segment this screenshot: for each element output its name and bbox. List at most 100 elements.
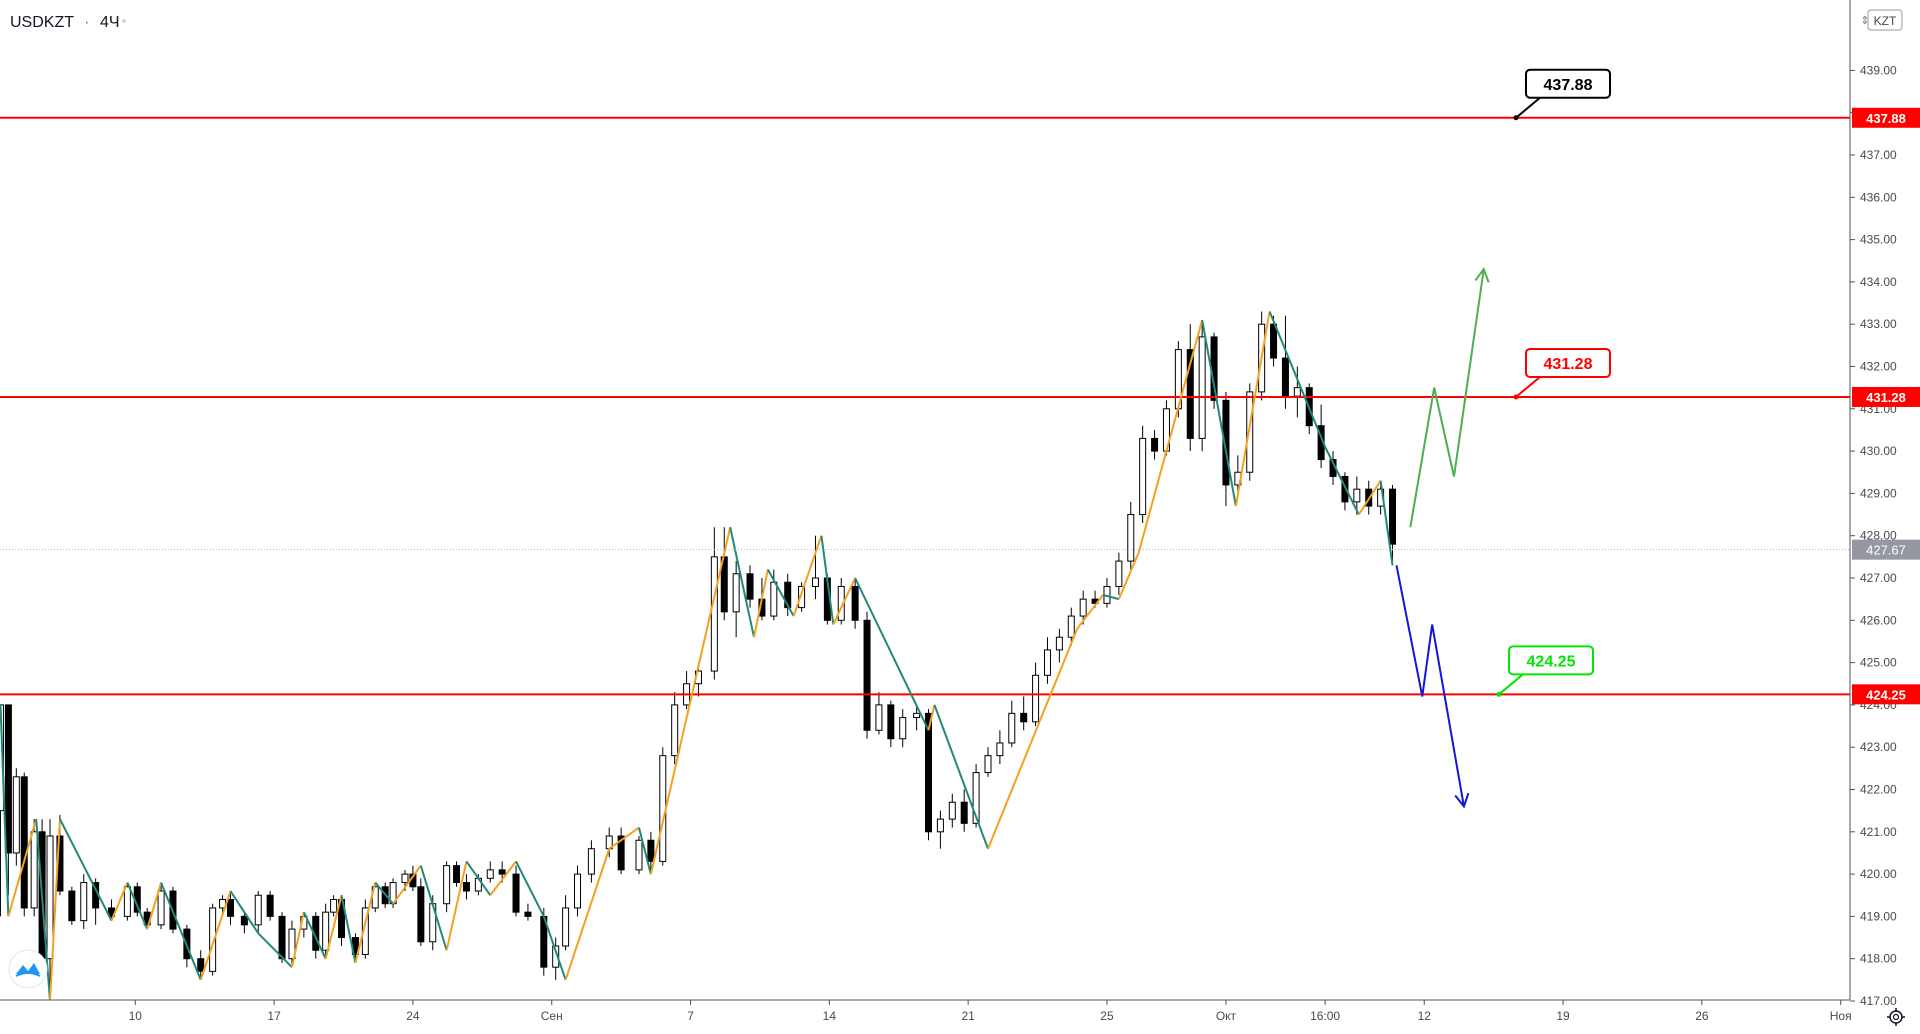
time-tick: 12 [1418,1000,1431,1023]
candle-body [1186,349,1194,439]
zigzag-segment [1268,311,1327,448]
time-tick-label: 24 [406,1009,420,1023]
level-callout: 424.25 [1496,645,1594,697]
projection-path [1395,565,1465,807]
projection-path [1409,269,1485,528]
time-tick-label: 17 [267,1009,281,1023]
candle-body [401,873,409,884]
time-tick: Ноя [1830,1000,1852,1023]
candle [798,582,806,612]
level-callout-pointer [1498,673,1524,696]
zigzag-segment [1324,446,1360,515]
level-callout: 437.88 [1513,68,1611,121]
candle [1008,700,1016,748]
current-price-badge-bg [1852,539,1920,560]
zigzag-segment [820,535,835,625]
level-labels-layer: 437.88 431.28 424.25 [1496,68,1611,697]
candle [732,561,740,638]
level-price-badge-bg [1852,386,1920,407]
price-tick-label: 425.00 [1860,656,1897,670]
candle [851,578,859,629]
candle-body [278,915,286,960]
price-tick: 417.00 [1850,994,1897,1008]
time-tick: 21 [961,1000,975,1023]
time-tick: Сен [541,1000,563,1023]
candle-body [453,865,461,884]
time-tick-label: 26 [1695,1009,1709,1023]
candle-body [266,894,274,917]
candle [1353,476,1361,515]
header-separator: · [84,14,89,31]
level-callout-anchor [1513,394,1519,400]
candle [746,565,754,608]
candle [240,912,248,934]
time-tick: Окт [1216,1000,1237,1023]
candle-body [710,556,718,672]
candle-body [1293,387,1301,397]
candle-body [617,835,625,871]
zigzag-segment [753,569,769,638]
time-tick-label: 21 [961,1009,975,1023]
candle [330,895,338,917]
candle [197,950,205,980]
candle-body [635,839,643,871]
zigzag-segment [1201,319,1237,507]
levels-layer [0,116,1850,696]
time-tick: 14 [823,1000,837,1023]
current-price-badge-text: 427.67 [1866,543,1906,558]
candle-body [226,898,234,917]
price-tick-label: 434.00 [1860,275,1897,289]
price-tick: 432.00 [1850,360,1897,374]
tradingview-logo-icon[interactable] [8,949,48,989]
zigzag-segment [832,577,857,625]
zigzag-segment [854,577,930,731]
time-tick: 24 [406,1000,420,1023]
time-tick-label: 14 [823,1009,837,1023]
candle-body [746,573,754,600]
currency-badge[interactable]: KZT [1867,9,1903,31]
candle-body [417,886,425,943]
candle-body [512,873,520,913]
candle-body [863,619,871,731]
zigzag-segment [340,895,357,964]
candle [123,882,131,921]
candle [254,891,262,934]
price-tick: 435.00 [1850,233,1897,247]
candle [209,903,217,976]
candle-body [288,928,296,960]
candle [1020,696,1028,731]
candle-body [1043,649,1051,676]
candle-body [1341,475,1349,503]
zigzag-segment [7,818,38,917]
zigzag-segment [302,911,327,960]
price-tick-label: 418.00 [1860,952,1897,966]
zigzag-segment [199,890,232,981]
candle [1341,472,1349,511]
projection-up [1409,267,1490,528]
candle-body [1389,488,1397,545]
price-tick: 427.00 [1850,571,1897,585]
time-axis[interactable]: 10 17 24 Сен 7 14 21 25 Окт 16:00 12 19 26 Ноя [0,999,1852,1034]
candle-body [851,585,859,621]
candle [587,840,595,883]
time-axis-background [0,1000,1850,1034]
candle-body [157,890,165,926]
zigzag-segment [160,882,202,981]
price-axis-scale-icon[interactable]: ⇕ [1860,14,1869,27]
level-price-badge-text: 424.25 [1866,687,1906,702]
price-axis[interactable]: 417.00 418.00 419.00 420.00 421.00 422.00 423.… [1849,0,1920,1008]
price-tick-label: 422.00 [1860,783,1897,797]
symbol-header[interactable]: USDKZT · 4Ч [10,14,126,31]
level-price-badge: 424.25 [1852,684,1920,705]
candle [226,891,234,925]
candle [1186,324,1194,452]
candle [562,895,570,951]
candle-body [46,835,54,960]
projection-arrowhead [1454,792,1470,809]
zigzag-segment [1357,480,1382,516]
time-tick: 10 [129,1000,142,1023]
candle [512,865,520,917]
candle [1067,607,1075,646]
settings-gear-icon[interactable] [1887,1008,1905,1026]
